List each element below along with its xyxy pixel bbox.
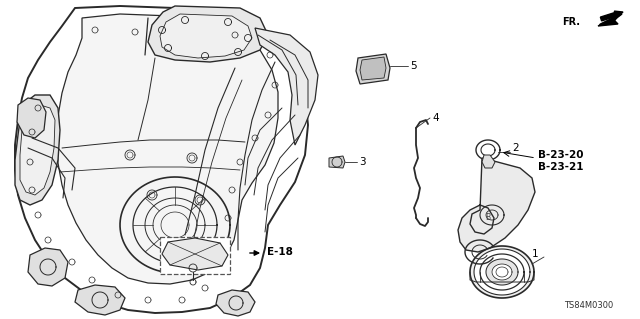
Polygon shape	[89, 277, 95, 283]
Polygon shape	[222, 242, 228, 248]
Polygon shape	[252, 135, 258, 141]
Polygon shape	[229, 187, 235, 193]
Polygon shape	[27, 159, 33, 165]
Polygon shape	[147, 190, 157, 200]
Polygon shape	[267, 52, 273, 58]
Polygon shape	[229, 296, 243, 310]
Polygon shape	[470, 246, 534, 298]
Polygon shape	[45, 237, 51, 243]
Polygon shape	[190, 279, 196, 285]
Polygon shape	[225, 19, 232, 26]
Polygon shape	[40, 259, 56, 275]
Polygon shape	[35, 212, 41, 218]
Polygon shape	[162, 238, 228, 270]
Polygon shape	[234, 48, 241, 56]
Polygon shape	[29, 129, 35, 135]
Polygon shape	[75, 285, 125, 315]
Polygon shape	[244, 34, 252, 41]
Polygon shape	[15, 95, 60, 205]
Polygon shape	[164, 44, 172, 51]
Polygon shape	[132, 29, 138, 35]
Text: 3: 3	[359, 157, 365, 167]
Polygon shape	[476, 140, 500, 160]
Polygon shape	[28, 248, 68, 286]
Polygon shape	[69, 259, 75, 265]
Polygon shape	[480, 205, 504, 225]
Polygon shape	[215, 265, 221, 271]
Polygon shape	[216, 290, 255, 316]
Text: 4: 4	[432, 113, 438, 123]
Polygon shape	[179, 297, 185, 303]
Polygon shape	[486, 259, 518, 285]
Polygon shape	[159, 26, 166, 33]
Polygon shape	[148, 6, 268, 62]
Polygon shape	[474, 249, 530, 295]
Polygon shape	[232, 32, 238, 38]
Polygon shape	[265, 112, 271, 118]
Polygon shape	[189, 264, 197, 272]
Text: B: B	[485, 213, 491, 222]
Polygon shape	[92, 27, 98, 33]
Polygon shape	[182, 17, 189, 24]
Polygon shape	[202, 285, 208, 291]
Polygon shape	[160, 14, 252, 58]
Polygon shape	[356, 54, 390, 84]
Polygon shape	[57, 14, 278, 284]
Text: 2: 2	[512, 143, 518, 153]
Polygon shape	[202, 53, 209, 60]
Text: B-23-20: B-23-20	[538, 150, 584, 160]
Polygon shape	[160, 237, 230, 274]
Polygon shape	[255, 28, 318, 145]
Polygon shape	[145, 297, 151, 303]
Polygon shape	[17, 98, 46, 138]
Polygon shape	[29, 187, 35, 193]
Text: 5: 5	[410, 61, 417, 71]
Polygon shape	[125, 150, 135, 160]
Polygon shape	[115, 292, 121, 298]
Polygon shape	[598, 14, 622, 26]
Polygon shape	[360, 57, 386, 80]
Polygon shape	[120, 177, 230, 273]
Polygon shape	[15, 6, 308, 313]
Polygon shape	[492, 264, 512, 280]
Polygon shape	[92, 292, 108, 308]
Polygon shape	[225, 215, 231, 221]
Polygon shape	[187, 153, 197, 163]
Text: B-23-21: B-23-21	[538, 162, 584, 172]
Polygon shape	[35, 105, 41, 111]
Text: TS84M0300: TS84M0300	[564, 300, 613, 309]
Polygon shape	[237, 159, 243, 165]
FancyArrow shape	[600, 11, 623, 21]
Polygon shape	[272, 82, 278, 88]
Polygon shape	[329, 156, 345, 168]
Text: 1: 1	[532, 249, 539, 259]
Polygon shape	[458, 158, 535, 252]
Polygon shape	[195, 195, 205, 205]
Polygon shape	[20, 105, 55, 195]
Polygon shape	[482, 155, 495, 168]
Text: E-18: E-18	[267, 247, 293, 257]
Text: FR.: FR.	[562, 17, 580, 27]
